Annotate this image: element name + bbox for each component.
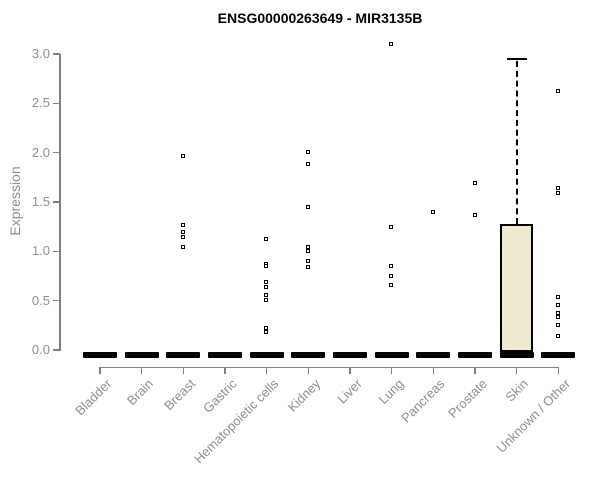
- outlier-point: [305, 150, 310, 155]
- zero-median-bar: [499, 352, 534, 358]
- y-tick: [53, 349, 60, 351]
- box-iqr: [500, 223, 534, 352]
- x-axis-category-label: Pancreas: [398, 376, 448, 426]
- outlier-point: [180, 154, 185, 159]
- y-axis-line: [59, 53, 61, 352]
- zero-median-bar: [541, 352, 576, 358]
- outlier-point: [180, 244, 185, 249]
- x-axis-line: [99, 366, 560, 368]
- zero-median-bar: [208, 352, 242, 358]
- y-tick: [53, 102, 60, 105]
- zero-median-bar: [166, 352, 201, 358]
- x-tick: [265, 368, 268, 374]
- outlier-point: [555, 88, 560, 93]
- x-axis-category-label: Brain: [124, 376, 157, 409]
- y-tick: [53, 53, 60, 55]
- outlier-point: [389, 283, 394, 288]
- outlier-point: [555, 190, 560, 195]
- x-axis-category-label: Liver: [334, 376, 365, 407]
- zero-median-bar: [249, 352, 284, 358]
- outlier-point: [264, 329, 269, 334]
- y-tick: [53, 250, 60, 253]
- outlier-point: [305, 244, 310, 249]
- zero-median-bar: [124, 352, 159, 358]
- outlier-point: [389, 263, 394, 268]
- y-tick-label: 3.0: [31, 45, 50, 61]
- outlier-point: [180, 230, 185, 235]
- y-tick-label: 2.5: [31, 95, 50, 111]
- y-tick: [53, 151, 60, 154]
- outlier-point: [264, 293, 269, 298]
- x-axis-category-label: Prostate: [444, 376, 490, 421]
- outlier-point: [472, 180, 477, 185]
- y-tick-label: 0.5: [31, 292, 50, 308]
- outlier-point: [555, 314, 560, 319]
- zero-median-bar: [83, 352, 117, 358]
- outlier-point: [555, 295, 560, 300]
- y-tick-label: 0.0: [31, 342, 50, 357]
- x-tick: [349, 368, 351, 374]
- outlier-point: [472, 213, 477, 218]
- outlier-point: [555, 333, 560, 338]
- x-tick: [515, 368, 518, 374]
- outlier-point: [555, 322, 560, 327]
- y-tick-label: 2.0: [31, 144, 50, 160]
- upper-whisker: [515, 60, 518, 224]
- y-tick-label: 1.0: [31, 243, 50, 259]
- outlier-point: [264, 236, 269, 241]
- outlier-point: [264, 285, 269, 290]
- outlier-point: [555, 185, 560, 190]
- x-axis-category-label: Unknown / Other: [493, 376, 573, 456]
- x-axis-category-label: Lung: [375, 376, 407, 408]
- outlier-point: [430, 210, 435, 215]
- zero-median-bar: [291, 352, 326, 358]
- outlier-point: [305, 248, 310, 253]
- x-axis-category-label: Gastric: [199, 376, 240, 416]
- outlier-point: [264, 298, 269, 303]
- x-tick: [557, 368, 560, 374]
- x-tick: [307, 368, 310, 374]
- outlier-point: [389, 225, 394, 230]
- outlier-point: [264, 280, 269, 285]
- outlier-point: [555, 310, 560, 315]
- outlier-point: [555, 303, 560, 308]
- zero-median-bar: [374, 352, 409, 358]
- x-tick: [140, 368, 143, 374]
- chart-title: ENSG00000263649 - MIR3135B: [217, 10, 423, 26]
- x-axis-category-label: Kidney: [284, 376, 323, 415]
- outlier-point: [305, 264, 310, 269]
- x-axis-category-label: Breast: [160, 376, 198, 414]
- x-tick: [99, 368, 101, 374]
- whisker-cap: [506, 57, 527, 61]
- x-axis-category-label: Skin: [502, 376, 532, 405]
- y-tick-label: 1.5: [31, 193, 50, 209]
- outlier-point: [264, 263, 269, 268]
- zero-median-bar: [333, 352, 368, 358]
- outlier-point: [305, 258, 310, 263]
- outlier-point: [264, 325, 269, 330]
- y-tick: [53, 299, 60, 302]
- zero-median-bar: [416, 352, 451, 358]
- y-tick: [53, 201, 60, 203]
- outlier-point: [180, 223, 185, 228]
- outlier-point: [305, 162, 310, 166]
- outlier-point: [305, 205, 310, 210]
- outlier-point: [180, 235, 185, 240]
- zero-median-bar: [458, 352, 493, 358]
- x-tick: [474, 368, 476, 374]
- x-tick: [224, 368, 226, 374]
- x-tick: [182, 368, 185, 374]
- x-tick: [432, 368, 435, 374]
- x-axis-category-label: Bladder: [72, 376, 115, 419]
- outlier-point: [389, 274, 394, 279]
- outlier-point: [389, 41, 394, 46]
- x-tick: [390, 368, 393, 374]
